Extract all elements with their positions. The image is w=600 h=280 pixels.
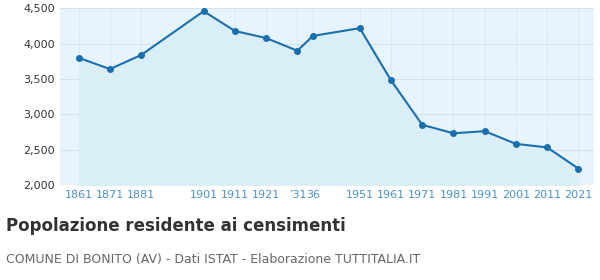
Text: Popolazione residente ai censimenti: Popolazione residente ai censimenti bbox=[6, 217, 346, 235]
Text: COMUNE DI BONITO (AV) - Dati ISTAT - Elaborazione TUTTITALIA.IT: COMUNE DI BONITO (AV) - Dati ISTAT - Ela… bbox=[6, 253, 420, 266]
